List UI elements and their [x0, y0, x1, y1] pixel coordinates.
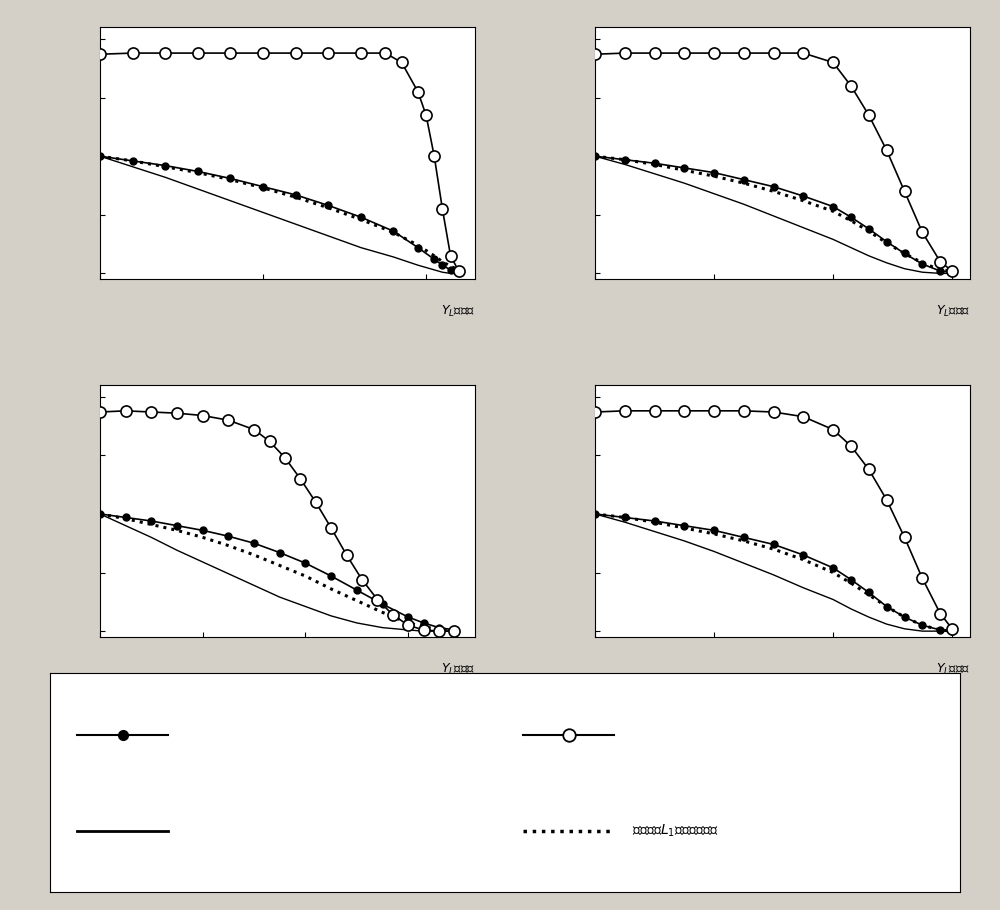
- Text: $Y_L$/pu: $Y_L$/pu: [441, 662, 475, 677]
- Text: 1 减 $L_1$ 指标轨迹。: 1 减 $L_1$ 指标轨迹。: [632, 823, 719, 839]
- Text: $Y_L$/pu: $Y_L$/pu: [936, 304, 970, 319]
- Text: $Y_L$/pu: $Y_L$/pu: [441, 304, 475, 319]
- Text: $Y_L$/pu: $Y_L$/pu: [936, 662, 970, 677]
